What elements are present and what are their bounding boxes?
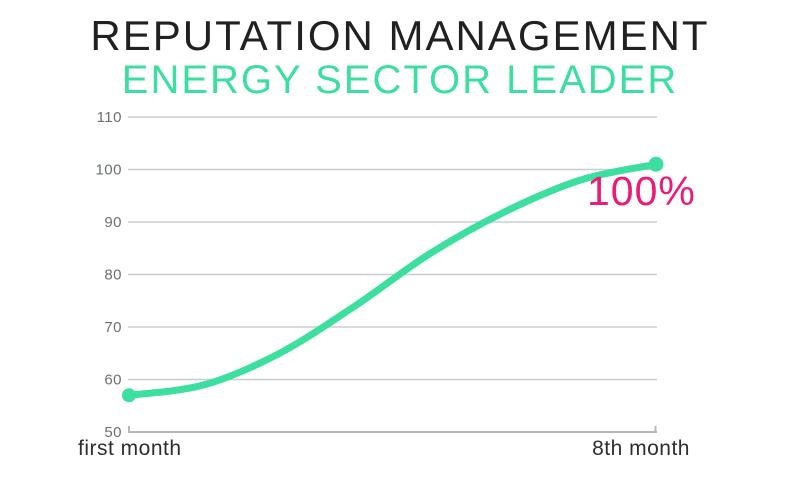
series-line bbox=[125, 160, 660, 399]
y-tick-label: 50 bbox=[104, 424, 122, 441]
y-tick-label: 110 bbox=[97, 109, 122, 126]
y-tick-label: 100 bbox=[95, 162, 122, 179]
y-tick-label: 80 bbox=[104, 267, 122, 284]
x-axis-label-8th-month: 8th month bbox=[592, 437, 690, 460]
series-end-marker bbox=[648, 156, 664, 172]
series-start-marker bbox=[122, 388, 136, 403]
page-subtitle: ENERGY SECTOR LEADER bbox=[121, 58, 679, 102]
y-tick-label: 90 bbox=[104, 214, 122, 231]
y-tick-label: 60 bbox=[104, 372, 122, 389]
page-title: REPUTATION MANAGEMENT bbox=[90, 12, 710, 59]
endpoint-value-label: 100% bbox=[587, 168, 696, 214]
x-axis-label-first-month: first month bbox=[78, 437, 182, 460]
y-tick-label: 70 bbox=[104, 319, 122, 336]
